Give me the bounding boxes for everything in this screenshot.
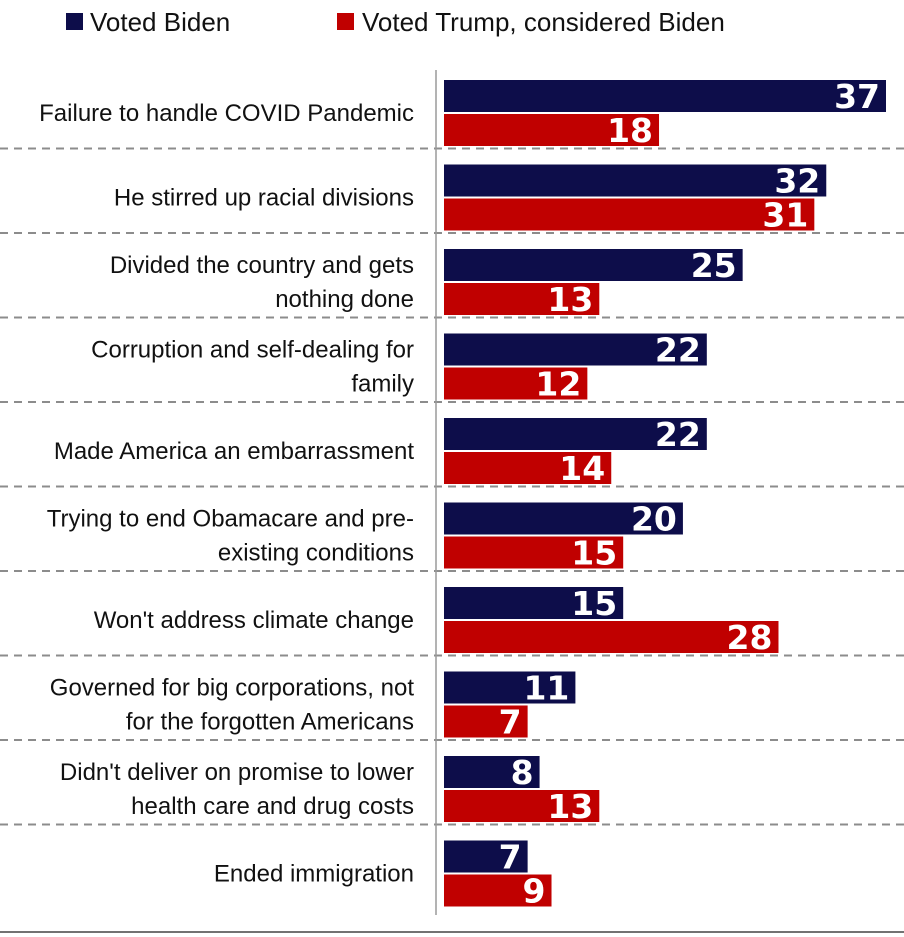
data-label: 8 (511, 753, 534, 792)
category-label: Made America an embarrassment (54, 438, 414, 465)
legend-label-2: Voted Trump, considered Biden (362, 7, 725, 37)
bar-voted-trump-considered-biden (444, 874, 552, 907)
category-label: He stirred up racial divisions (114, 185, 414, 212)
category-label: Governed for big corporations, not (50, 675, 415, 702)
data-label: 12 (535, 365, 581, 404)
bar-voted-trump-considered-biden (444, 283, 600, 315)
data-label: 32 (774, 162, 820, 201)
category-label: Trying to end Obamacare and pre- (47, 506, 414, 533)
data-label: 13 (547, 280, 593, 319)
data-label: 15 (571, 584, 617, 623)
bar-voted-biden (444, 333, 707, 366)
data-label: 37 (834, 77, 880, 116)
category-label: Corruption and self-dealing for (91, 337, 414, 364)
data-label: 28 (727, 618, 773, 657)
category-label: family (351, 371, 414, 398)
bar-voted-biden (444, 418, 707, 450)
data-label: 31 (762, 196, 808, 235)
legend: Voted Biden Voted Trump, considered Biden (66, 7, 725, 37)
bar-voted-trump-considered-biden (444, 198, 815, 231)
bar-voted-biden (444, 671, 576, 704)
data-label: 14 (559, 449, 605, 488)
bar-voted-trump-considered-biden (444, 705, 528, 738)
bar-voted-biden (444, 249, 743, 281)
data-label: 11 (523, 669, 569, 708)
bar-voted-biden (444, 80, 886, 112)
data-label: 15 (571, 534, 617, 573)
category-label: Ended immigration (214, 861, 414, 888)
category-label: Didn't deliver on promise to lower (60, 759, 414, 786)
legend-swatch-1 (66, 13, 83, 30)
category-label: Failure to handle COVID Pandemic (39, 100, 414, 127)
category-label: nothing done (275, 286, 414, 313)
bar-voted-trump-considered-biden (444, 621, 779, 653)
category-separators (0, 147, 904, 826)
data-label: 25 (691, 246, 737, 285)
data-label: 20 (631, 500, 677, 539)
category-label: health care and drug costs (131, 793, 414, 820)
bar-voted-biden (444, 756, 540, 788)
bar-voted-trump-considered-biden (444, 452, 612, 484)
data-label: 7 (499, 703, 522, 742)
bar-voted-biden (444, 164, 827, 197)
category-labels: Failure to handle COVID Pandemic He stirr… (39, 100, 414, 888)
bar-voted-trump-considered-biden (444, 790, 600, 822)
data-label: 18 (607, 111, 653, 150)
data-label: 22 (655, 415, 701, 454)
bars (444, 80, 886, 907)
legend-swatch-2 (337, 13, 354, 30)
data-label: 13 (547, 787, 593, 826)
bar-voted-trump-considered-biden (444, 114, 660, 146)
category-label: existing conditions (218, 540, 414, 567)
data-label: 22 (655, 331, 701, 370)
bar-voted-biden (444, 840, 528, 873)
bar-voted-trump-considered-biden (444, 367, 588, 400)
data-label: 9 (523, 872, 546, 911)
bar-voted-biden (444, 502, 683, 535)
category-label: Won't address climate change (94, 607, 414, 634)
category-label: Divided the country and gets (110, 252, 414, 279)
bar-voted-trump-considered-biden (444, 536, 624, 569)
bar-voted-biden (444, 587, 624, 619)
category-label: for the forgotten Americans (126, 709, 414, 736)
legend-label-1: Voted Biden (90, 7, 230, 37)
data-label: 7 (499, 838, 522, 877)
